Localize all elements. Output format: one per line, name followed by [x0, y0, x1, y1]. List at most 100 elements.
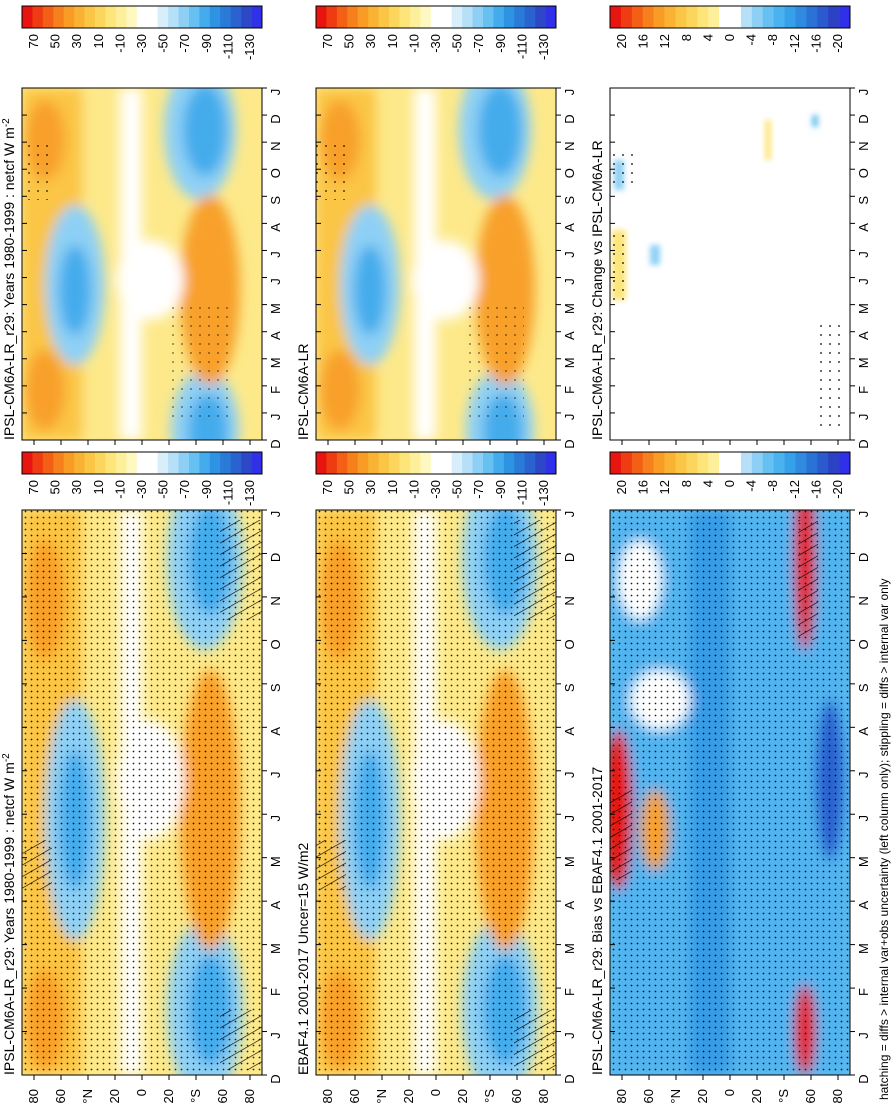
- colorbar-label: -12: [787, 480, 802, 499]
- colorbar-swatch: [74, 452, 85, 474]
- colorbar-label: 0: [722, 34, 737, 41]
- panel-title-text: IPSL-CM6A-LR_r29: Bias vs EBAF4.1 2001-2…: [589, 767, 605, 1075]
- colorbar-label: 30: [69, 34, 84, 48]
- colorbar-label: -90: [493, 34, 508, 53]
- colorbar-swatch: [817, 452, 829, 474]
- panel-title-bias: IPSL-CM6A-LR_r29: Bias vs EBAF4.1 2001-2…: [589, 767, 605, 1075]
- colorbar-swatch: [399, 452, 411, 474]
- colorbar-swatch: [730, 452, 742, 474]
- colorbar-swatch: [472, 6, 484, 28]
- colorbar-swatch: [441, 6, 452, 28]
- month-label: O: [268, 639, 283, 649]
- month-label: D: [856, 439, 871, 448]
- colorbar-swatch: [719, 6, 731, 28]
- colorbar-swatch: [620, 452, 633, 474]
- colorbar-label: -90: [493, 480, 508, 499]
- lat-label: 80: [242, 1089, 257, 1103]
- month-label: F: [562, 386, 577, 394]
- colorbar-swatch: [326, 452, 338, 474]
- colorbar-swatch: [409, 452, 421, 474]
- month-label: F: [856, 988, 871, 996]
- month-label: J: [268, 815, 283, 822]
- colorbar-swatch: [347, 6, 359, 28]
- panel-model-right: [21, 87, 263, 441]
- panel-obs-left: [315, 509, 557, 1076]
- month-label: F: [562, 988, 577, 996]
- colorbar-frame: [609, 5, 851, 29]
- colorbar-swatch: [389, 452, 400, 474]
- lat-label: °N: [668, 1089, 683, 1104]
- colorbar-swatch: [84, 6, 96, 28]
- colorbar-label: -50: [156, 34, 171, 53]
- month-label: J: [268, 772, 283, 779]
- colorbar-swatch: [740, 6, 753, 28]
- month-label: D: [268, 114, 283, 123]
- colorbar-label: 30: [69, 480, 84, 494]
- colorbar-swatch: [708, 452, 720, 474]
- month-label: S: [268, 683, 283, 692]
- panel-obs-right: [315, 87, 557, 441]
- colorbar-swatch: [784, 6, 796, 28]
- colorbar-label: -70: [177, 480, 192, 499]
- colorbar-swatch: [168, 6, 179, 28]
- colorbar-swatch: [209, 452, 221, 474]
- panel-title-model_right: IPSL-CM6A-LR_r29: Years 1980-1999 : netc…: [1, 118, 18, 440]
- lat-label: 0: [722, 1089, 737, 1096]
- month-label: D: [856, 114, 871, 123]
- colorbar-swatch: [653, 452, 665, 474]
- colorbar-swatch: [178, 6, 190, 28]
- colorbar-swatch: [336, 6, 348, 28]
- month-label: J: [562, 772, 577, 779]
- month-label: A: [562, 900, 577, 909]
- colorbar-swatch: [773, 452, 785, 474]
- month-label: M: [562, 303, 577, 314]
- colorbar-swatch: [157, 6, 169, 28]
- colorbar-swatch: [708, 6, 720, 28]
- colorbar-swatch: [115, 6, 127, 28]
- colorbar-swatch: [126, 6, 138, 28]
- colorbar-label: -10: [112, 480, 127, 499]
- month-label: N: [856, 596, 871, 605]
- colorbar-swatch: [493, 452, 505, 474]
- colorbar-swatch: [95, 6, 106, 28]
- colorbar-swatch: [610, 6, 622, 28]
- month-label: J: [856, 815, 871, 822]
- colorbar-label: 4: [700, 34, 715, 41]
- month-label: J: [268, 414, 283, 421]
- lat-label: 0: [134, 1089, 149, 1096]
- colorbar-label: 0: [722, 480, 737, 487]
- panel-model-left: [21, 509, 263, 1076]
- month-label: S: [856, 196, 871, 205]
- panel-title-text: IPSL-CM6A-LR_r29: Change vs IPSL-CM6A-LR: [589, 140, 605, 440]
- colorbar-swatch: [251, 452, 263, 474]
- colorbar-swatch: [178, 452, 190, 474]
- month-label: J: [856, 511, 871, 518]
- month-label: A: [856, 331, 871, 340]
- colorbar-label: 70: [320, 480, 335, 494]
- lat-label: 60: [803, 1089, 818, 1103]
- colorbar-label: -16: [808, 34, 823, 53]
- month-label: O: [856, 639, 871, 649]
- colorbar-label: 16: [636, 480, 651, 494]
- colorbar-swatch: [430, 6, 442, 28]
- month-label: F: [856, 386, 871, 394]
- month-label: A: [268, 331, 283, 340]
- month-label: J: [856, 1032, 871, 1039]
- colorbar-swatch: [420, 6, 432, 28]
- month-label: A: [856, 900, 871, 909]
- month-label: M: [562, 856, 577, 867]
- month-label: D: [856, 553, 871, 562]
- colorbar-swatch: [719, 452, 731, 474]
- colorbar-swatch: [653, 6, 665, 28]
- colorbar-swatch: [664, 6, 676, 28]
- colorbar-label: -50: [450, 34, 465, 53]
- colorbar-label: -30: [428, 34, 443, 53]
- colorbar-swatch: [675, 6, 687, 28]
- colorbar-label: 10: [385, 34, 400, 48]
- colorbar-swatch: [399, 6, 411, 28]
- colorbar-label: -16: [808, 480, 823, 499]
- month-label: M: [268, 943, 283, 954]
- lat-label: 80: [320, 1089, 335, 1103]
